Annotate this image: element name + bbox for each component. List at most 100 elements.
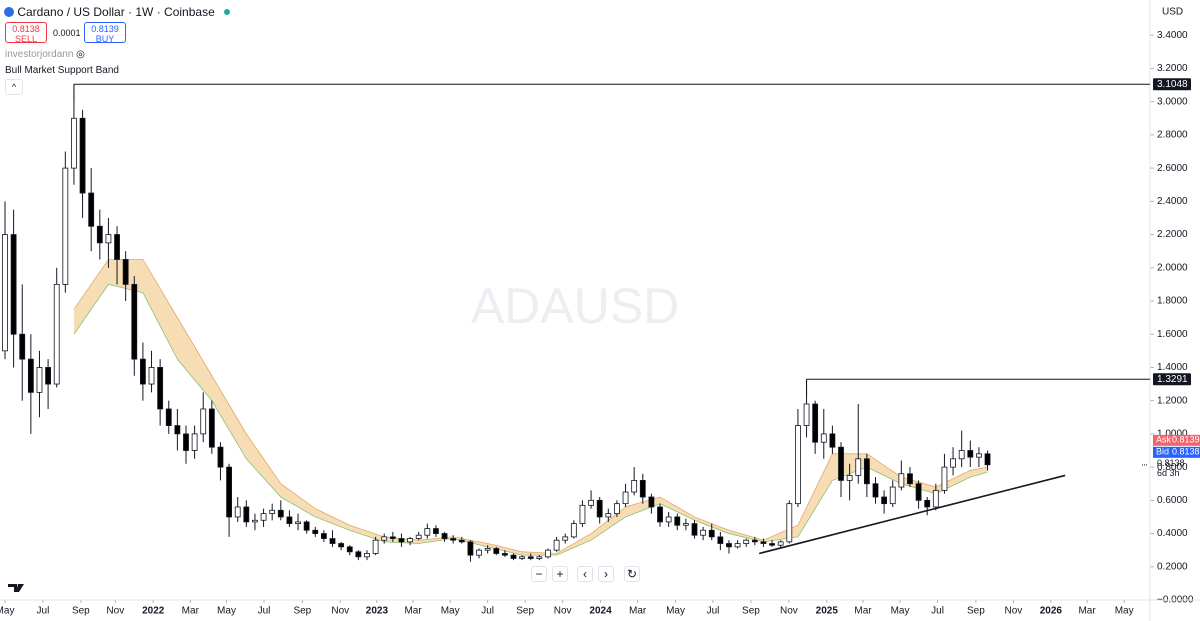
candle-body <box>545 549 551 558</box>
candle-body <box>924 499 931 508</box>
eye-icon[interactable]: ◎ <box>76 49 85 60</box>
level-label: 3.1048 <box>1157 79 1188 90</box>
scroll-right-button[interactable]: › <box>598 566 614 582</box>
x-tick-label: 2022 <box>142 606 165 617</box>
candle-body <box>27 358 34 393</box>
collapse-button[interactable]: ^ <box>5 79 23 95</box>
y-tick-label: 2.4000 <box>1157 196 1188 207</box>
candle-body <box>389 536 396 539</box>
candle-body <box>157 367 164 410</box>
candle-body <box>803 403 810 426</box>
candle-body <box>536 556 543 559</box>
spread: 0.0001 <box>53 28 81 38</box>
candle-body <box>562 536 569 541</box>
level-label: 1.3291 <box>1157 374 1188 385</box>
candle-body <box>122 259 129 285</box>
candle-body <box>717 536 724 544</box>
candle-body <box>777 541 784 546</box>
x-tick-label: Nov <box>106 606 124 617</box>
currency[interactable]: USD <box>1162 7 1183 18</box>
bid-value: 0.8138 <box>1172 447 1200 457</box>
candle-body <box>355 551 362 558</box>
candle-body <box>622 491 629 505</box>
reset-button[interactable]: ↻ <box>624 566 640 582</box>
candle-body <box>570 523 577 538</box>
candle-body <box>320 533 327 539</box>
watermark: ADAUSD <box>471 278 679 334</box>
candle-body <box>62 167 69 285</box>
candle-body <box>700 529 707 536</box>
plot-area <box>2 84 1066 562</box>
candle-body <box>941 466 948 491</box>
candle-body <box>657 506 663 523</box>
candle-body <box>88 192 95 227</box>
band-upper <box>73 259 988 554</box>
sell-button[interactable]: 0.8138 SELL <box>5 22 47 44</box>
author[interactable]: investorjordann ◎ <box>5 49 85 60</box>
candle-body <box>605 513 612 518</box>
sell-price: 0.8138 <box>12 24 40 34</box>
candle-body <box>751 539 758 543</box>
candle-body <box>846 475 853 481</box>
candle-body <box>200 408 207 435</box>
candle-body <box>174 425 181 435</box>
candle-body <box>208 408 215 448</box>
candle-body <box>484 548 491 551</box>
x-tick-label: Mar <box>629 606 647 617</box>
candle-body <box>364 553 370 558</box>
x-tick-label: Mar <box>182 606 200 617</box>
scroll-left-button[interactable]: ‹ <box>577 566 593 582</box>
candle-body <box>458 539 465 543</box>
candle-body <box>10 234 17 335</box>
level-label-box <box>1153 373 1191 386</box>
candle-body <box>96 225 103 244</box>
candle-body <box>165 408 172 426</box>
candle-body <box>829 433 836 448</box>
candle-body <box>36 367 43 393</box>
candle-body <box>907 473 913 485</box>
candle-body <box>252 519 258 523</box>
ask-value: 0.8139 <box>1172 435 1200 445</box>
countdown: 6d 3h <box>1157 468 1180 478</box>
candle-body <box>226 466 232 518</box>
candle-body <box>407 538 413 543</box>
zoom-out-button[interactable]: − <box>531 566 547 582</box>
candle-body <box>726 543 732 548</box>
y-tick-label: 1.6000 <box>1157 329 1188 340</box>
candle-body <box>424 528 431 536</box>
x-tick-label: Sep <box>293 606 311 617</box>
y-tick-label: 3.0000 <box>1157 96 1188 107</box>
candle-body <box>510 554 517 559</box>
indicator-label[interactable]: Bull Market Support Band <box>5 65 119 76</box>
logo[interactable] <box>8 584 24 592</box>
candle-body <box>79 117 86 194</box>
candle-body <box>441 533 448 539</box>
x-tick-label: 2026 <box>1040 606 1063 617</box>
candle-body <box>415 534 422 539</box>
x-tick-label: May <box>891 606 910 617</box>
candle-body <box>338 543 345 548</box>
x-tick-label: Sep <box>72 606 90 617</box>
level-label-box <box>1153 78 1191 91</box>
x-tick-label: 2023 <box>366 606 389 617</box>
y-tick-label: 3.2000 <box>1157 63 1188 74</box>
x-tick-label: 2025 <box>816 606 839 617</box>
candle-body <box>820 433 827 443</box>
candle-body <box>148 367 155 385</box>
x-tick-label: Mar <box>1078 606 1096 617</box>
candle-body <box>553 539 560 551</box>
buy-label: BUY <box>95 34 115 44</box>
x-tick-label: May <box>666 606 685 617</box>
x-tick-label: Nov <box>780 606 798 617</box>
y-tick-label: 1.2000 <box>1157 395 1188 406</box>
zoom-in-button[interactable]: + <box>552 566 568 582</box>
y-tick-label: 0.2000 <box>1157 561 1188 572</box>
candle-body <box>45 367 51 385</box>
x-tick-label: Jul <box>481 606 494 617</box>
buy-button[interactable]: 0.8139 BUY <box>84 22 126 44</box>
candle-body <box>691 523 698 536</box>
symbol-title[interactable]: Cardano / US Dollar · 1W · Coinbase <box>17 5 215 19</box>
last-price: 0.8138 <box>1157 458 1185 468</box>
candle-body <box>286 516 293 524</box>
